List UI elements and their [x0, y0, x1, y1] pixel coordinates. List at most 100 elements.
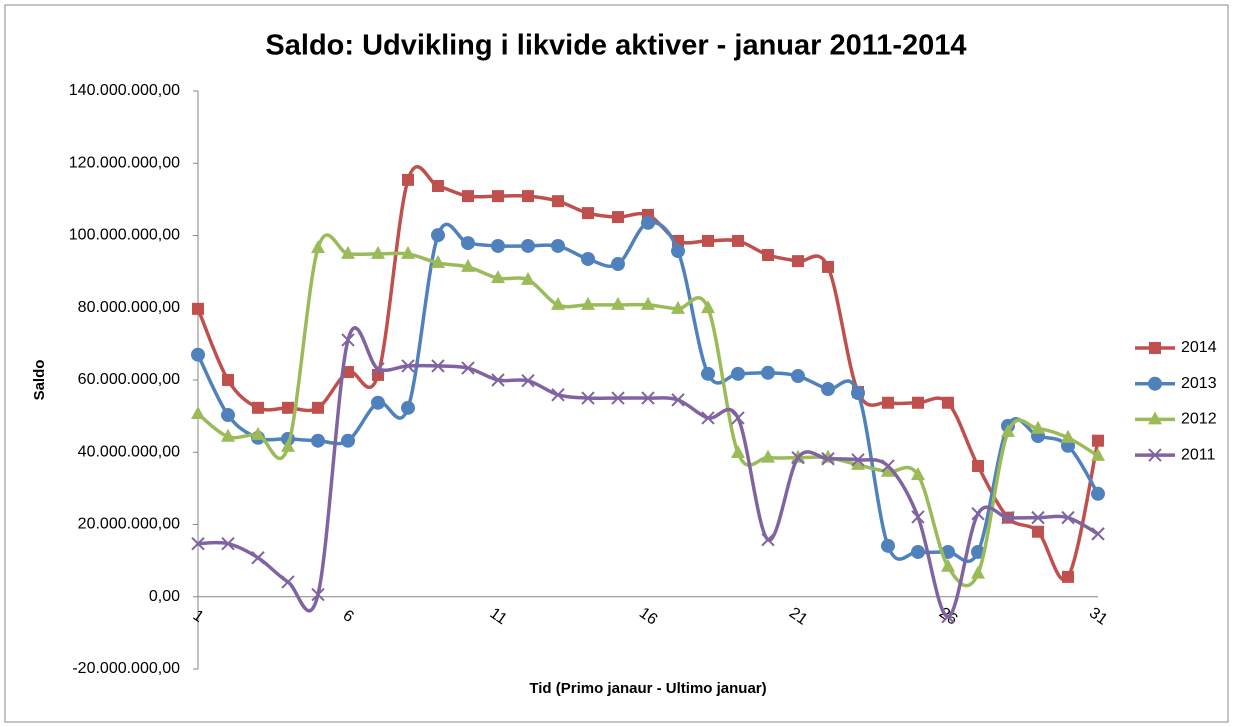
marker-circle [671, 244, 685, 259]
marker-square [792, 255, 804, 268]
series [191, 233, 1105, 588]
marker-square [492, 190, 504, 203]
marker-circle [911, 544, 925, 559]
series [191, 326, 1105, 624]
marker-square [762, 249, 774, 262]
marker-square [462, 190, 474, 203]
chart-border [4, 4, 1229, 723]
marker-x [521, 374, 535, 388]
marker-circle [461, 236, 475, 251]
marker-square [972, 459, 984, 472]
marker-triangle [911, 467, 925, 481]
marker-x [701, 411, 715, 425]
marker-x [821, 452, 835, 466]
marker-triangle [941, 558, 955, 572]
marker-x [491, 373, 505, 387]
marker-square [252, 401, 264, 414]
marker-x [761, 532, 775, 547]
marker-x [1031, 510, 1045, 525]
marker-triangle [431, 254, 445, 268]
marker-triangle [491, 270, 505, 284]
marker-square [612, 211, 624, 224]
marker-circle [551, 238, 565, 253]
marker-triangle [701, 300, 715, 314]
marker-x [971, 506, 985, 521]
marker-circle [731, 366, 745, 381]
marker-triangle [971, 565, 985, 579]
marker-triangle [521, 271, 535, 285]
marker-triangle [731, 444, 745, 458]
marker-x [1061, 510, 1075, 525]
marker-x [461, 361, 475, 375]
marker-circle [521, 238, 535, 253]
x-tick-label: 11 [486, 605, 509, 629]
marker-square [552, 195, 564, 208]
marker-square [822, 260, 834, 273]
marker-circle [311, 433, 325, 448]
marker-triangle [581, 296, 595, 310]
marker-x [281, 575, 295, 589]
marker-x [311, 587, 325, 602]
y-tick-label: 40.000.000,00 [78, 443, 180, 460]
marker-x [611, 391, 625, 405]
marker-square [582, 207, 594, 220]
marker-x [191, 536, 205, 551]
marker-triangle [1001, 424, 1015, 438]
marker-x [851, 453, 865, 467]
marker-square [342, 366, 354, 379]
marker-circle [371, 395, 385, 410]
marker-x [221, 536, 235, 551]
marker-circle [641, 215, 655, 230]
marker-circle [1148, 376, 1162, 391]
marker-square [702, 234, 714, 247]
marker-triangle [611, 296, 625, 310]
marker-square [222, 374, 234, 386]
marker-triangle [191, 405, 205, 419]
marker-x [671, 393, 685, 407]
marker-triangle [311, 240, 325, 254]
marker-square [1032, 525, 1044, 538]
marker-circle [881, 538, 895, 553]
marker-x [1091, 527, 1105, 541]
marker-triangle [461, 258, 475, 272]
marker-circle [401, 400, 415, 415]
marker-x [731, 411, 745, 425]
marker-square [732, 234, 744, 247]
marker-circle [851, 386, 865, 401]
marker-triangle [761, 449, 775, 463]
marker-x [341, 333, 355, 347]
series [191, 215, 1105, 563]
marker-triangle [371, 245, 385, 259]
marker-circle [611, 257, 625, 272]
marker-triangle [551, 296, 565, 310]
marker-x [251, 551, 265, 565]
marker-square [282, 401, 294, 414]
y-tick-label: 60.000.000,00 [78, 371, 180, 388]
marker-square [1062, 570, 1074, 583]
marker-circle [491, 238, 505, 253]
marker-square [1092, 434, 1104, 447]
marker-circle [581, 251, 595, 266]
marker-circle [341, 433, 355, 448]
marker-circle [821, 382, 835, 397]
marker-square [942, 396, 954, 409]
marker-triangle [1031, 420, 1045, 434]
marker-x [791, 450, 805, 465]
legend-label: 2014 [1181, 339, 1217, 356]
marker-square [882, 396, 894, 409]
marker-circle [701, 366, 715, 381]
marker-square [402, 173, 414, 186]
marker-circle [791, 369, 805, 384]
marker-triangle [1148, 411, 1162, 425]
marker-triangle [671, 300, 685, 314]
marker-triangle [881, 463, 895, 477]
marker-circle [191, 347, 205, 362]
legend-label: 2011 [1181, 446, 1216, 463]
marker-circle [1091, 486, 1105, 501]
marker-square [912, 396, 924, 409]
marker-x [401, 359, 415, 373]
marker-square [192, 302, 204, 315]
marker-triangle [851, 456, 865, 470]
marker-triangle [1091, 447, 1105, 461]
marker-x [371, 362, 385, 376]
